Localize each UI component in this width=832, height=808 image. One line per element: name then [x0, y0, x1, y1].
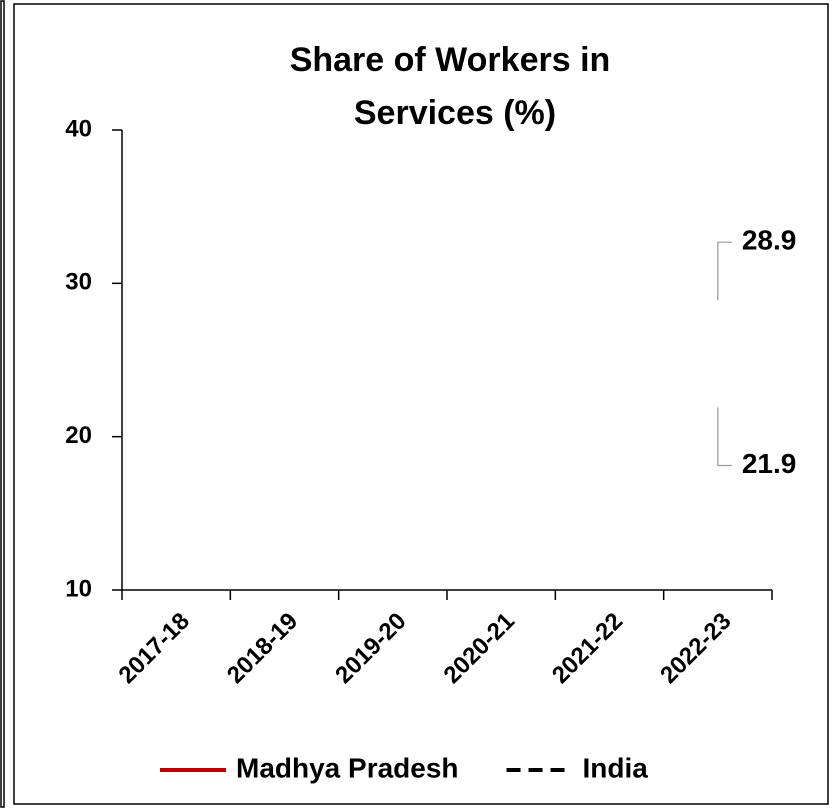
legend-label: India [583, 752, 649, 783]
data-label: 28.9 [742, 225, 797, 256]
y-tick-label: 40 [65, 115, 92, 142]
x-tick-label: 2021-22 [547, 608, 628, 689]
data-label: 21.9 [742, 448, 797, 479]
x-tick-label: 2020-21 [439, 608, 520, 689]
frame [13, 3, 829, 805]
x-tick-label: 2018-19 [222, 608, 303, 689]
y-tick-label: 10 [65, 575, 92, 602]
y-tick-label: 30 [65, 269, 92, 296]
leader-line [717, 241, 732, 301]
leader-line [717, 407, 732, 467]
legend-label: Madhya Pradesh [236, 752, 459, 783]
x-tick-label: 2022-23 [655, 608, 736, 689]
y-tick-label: 20 [65, 422, 92, 449]
x-tick-label: 2019-20 [330, 608, 411, 689]
chart-title: Share of Workers in [290, 41, 611, 79]
frame-left [0, 0, 5, 808]
chart-title: Services (%) [354, 94, 556, 132]
x-tick-label: 2017-18 [114, 608, 195, 689]
